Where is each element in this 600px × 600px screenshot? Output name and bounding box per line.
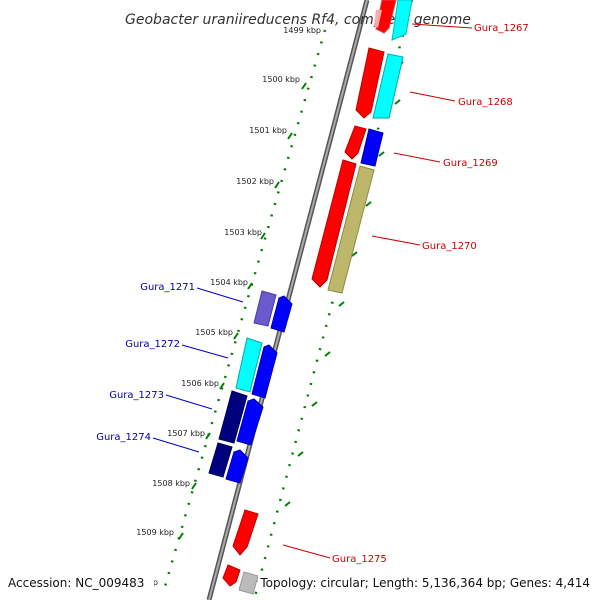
left-gene-labels: Gura_1271 Gura_1272 Gura_1273 Gura_1274	[96, 282, 195, 443]
footer-accession-bg	[4, 572, 154, 592]
label-gura-1272[interactable]: Gura_1272	[125, 339, 180, 350]
gene-gura-1272-cyan[interactable]	[235, 337, 263, 393]
gene-bottom-grey[interactable]	[238, 571, 259, 595]
tick-track-dotted	[162, 29, 327, 591]
label-gura-1273[interactable]: Gura_1273	[109, 390, 164, 401]
gene-gura-1268-cyan[interactable]	[372, 53, 404, 119]
footer-topology: Topology: circular; Length: 5,136,364 bp…	[259, 576, 590, 590]
gene-gura-1267-pink	[374, 10, 382, 28]
tick-label-1505: 1505 kbp	[195, 328, 233, 337]
tick-marks	[178, 82, 307, 540]
label-gura-1268[interactable]: Gura_1268	[458, 97, 513, 108]
gene-gura-1274-navy[interactable]	[208, 442, 233, 478]
right-label-leaders	[282, 23, 473, 559]
label-gura-1270[interactable]: Gura_1270	[422, 241, 477, 252]
left-strand-genes	[208, 290, 293, 484]
right-gene-labels: Gura_1267 Gura_1268 Gura_1269 Gura_1270 …	[332, 23, 529, 565]
gene-gura-1271-slate[interactable]	[253, 290, 277, 327]
tick-label-1506: 1506 kbp	[181, 379, 219, 388]
tick-label-1501: 1501 kbp	[249, 126, 287, 135]
right-strand-genes	[222, 0, 413, 595]
tick-label-1504: 1504 kbp	[210, 278, 248, 287]
tick-label-1499: 1499 kbp	[283, 26, 321, 35]
tick-label-1503: 1503 kbp	[224, 228, 262, 237]
label-gura-1274[interactable]: Gura_1274	[96, 432, 151, 443]
gene-gura-1269-red[interactable]	[344, 125, 367, 160]
gene-gura-1275-red[interactable]	[232, 509, 259, 556]
footer-accession: Accession: NC_009483	[8, 576, 144, 590]
left-label-leaders	[152, 287, 244, 453]
outer-track-dotted	[252, 0, 414, 600]
gene-gura-1268-red[interactable]	[355, 47, 385, 119]
label-gura-1275[interactable]: Gura_1275	[332, 554, 387, 565]
gene-gura-1271-blue[interactable]	[270, 295, 293, 333]
gene-gura-1269-blue[interactable]	[360, 128, 384, 167]
label-gura-1271[interactable]: Gura_1271	[140, 282, 195, 293]
tick-label-1508: 1508 kbp	[152, 479, 190, 488]
footer-topology-bg	[258, 572, 596, 592]
label-gura-1269[interactable]: Gura_1269	[443, 158, 498, 169]
tick-labels: 1499 kbp 1500 kbp 1501 kbp 1502 kbp 1503…	[136, 26, 321, 587]
gene-gura-1274-blue[interactable]	[225, 449, 249, 484]
gene-gura-1270-red[interactable]	[311, 159, 357, 288]
gene-gura-1273-blue[interactable]	[236, 398, 264, 446]
label-gura-1267[interactable]: Gura_1267	[474, 23, 529, 34]
tick-label-1509: 1509 kbp	[136, 528, 174, 537]
gene-bottom-red[interactable]	[222, 564, 241, 587]
tick-label-1507: 1507 kbp	[167, 429, 205, 438]
gene-gura-1267-cyan[interactable]	[391, 0, 413, 41]
gene-gura-1273-navy[interactable]	[218, 390, 248, 444]
gene-gura-1270-khaki[interactable]	[327, 165, 375, 294]
tick-label-1502: 1502 kbp	[236, 177, 274, 186]
gene-gura-1272-blue[interactable]	[251, 344, 278, 399]
tick-label-1500: 1500 kbp	[262, 75, 300, 84]
